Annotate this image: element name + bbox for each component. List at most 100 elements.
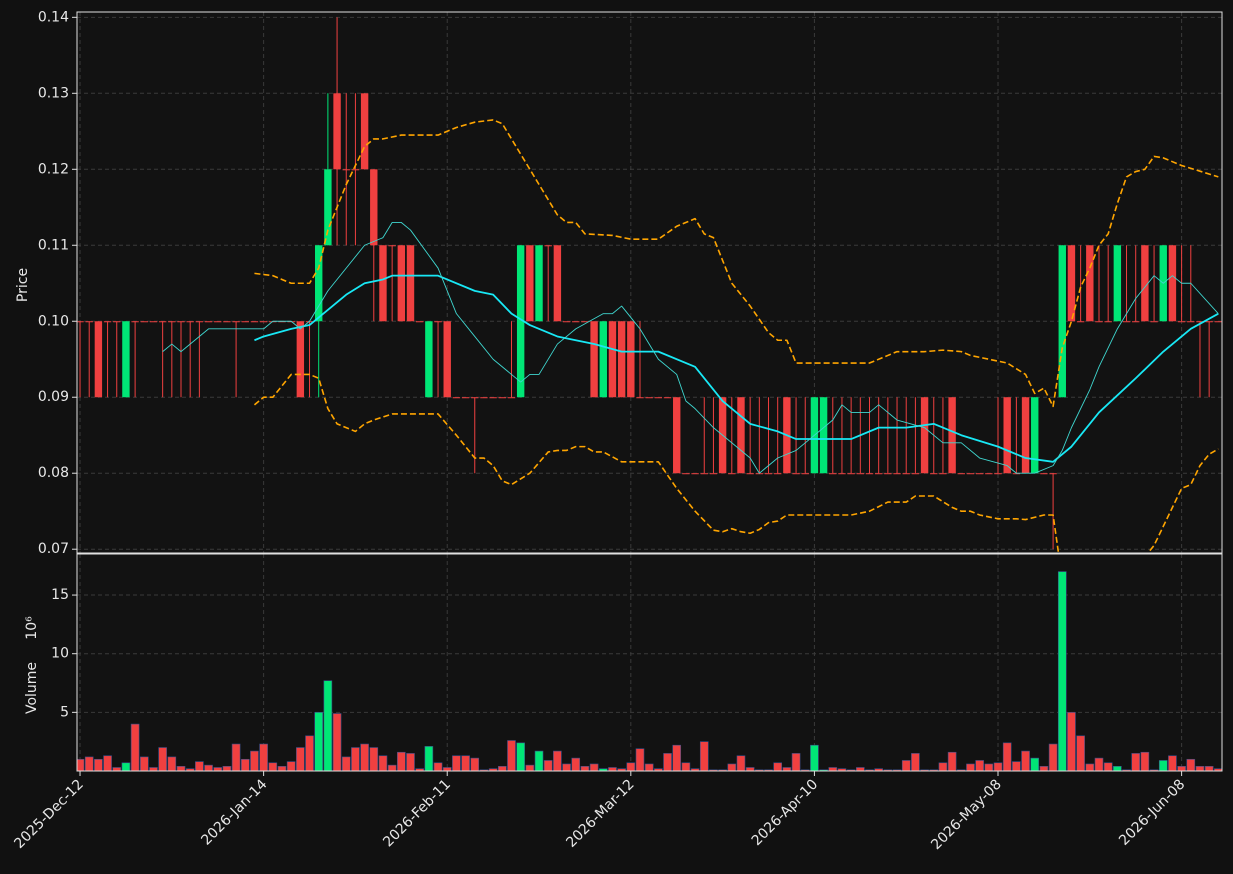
price-frame [76, 11, 1223, 554]
candle-body [590, 321, 598, 398]
volume-bar [296, 747, 305, 771]
candle-body [544, 245, 552, 247]
candle-body [443, 321, 451, 398]
candle-body [636, 397, 644, 399]
volume-bar [323, 680, 333, 771]
candle-body [103, 321, 112, 323]
candle-body [985, 473, 993, 475]
candle-body [838, 473, 846, 475]
candle-body [452, 397, 461, 399]
volume-axis-label: Volume [24, 662, 40, 714]
volume-bar [103, 755, 112, 771]
volume-bar [1076, 735, 1085, 771]
volume-bar [158, 747, 167, 771]
candle-body [214, 321, 222, 323]
candle-body [415, 321, 424, 323]
volume-bar [286, 761, 296, 771]
volume-bar [1002, 742, 1012, 771]
volume-bar [139, 756, 149, 771]
volume-bar [608, 767, 617, 771]
volume-bar [84, 756, 94, 771]
volume-bar [470, 757, 480, 771]
candle-body [195, 321, 204, 323]
candle-body [342, 169, 350, 171]
volume-bar [360, 743, 369, 771]
candle-body [874, 473, 883, 475]
volume-scale-label: 10⁶ [24, 616, 40, 640]
candle-body [617, 321, 626, 398]
volume-bar [1030, 757, 1040, 771]
volume-bar [121, 762, 131, 771]
volume-bar [589, 763, 599, 771]
volume-bar [1057, 571, 1067, 771]
volume-bar [195, 761, 204, 771]
candle-body [801, 473, 809, 475]
volume-bar [1186, 758, 1196, 771]
volume-bar [452, 755, 461, 771]
x-tick-label: 2026-Feb-11 [380, 777, 454, 851]
candle-body [1196, 321, 1204, 323]
volume-bar [112, 767, 122, 771]
volume-bar [222, 766, 232, 771]
candle-body [1168, 245, 1177, 322]
candle-body [682, 473, 690, 475]
volume-bar [727, 763, 737, 771]
volume-frame [76, 553, 1223, 772]
volume-bar [562, 763, 571, 771]
candle-body [939, 473, 947, 475]
volume-bar [461, 755, 470, 771]
volume-bar [1158, 760, 1168, 771]
candle-body [1214, 321, 1222, 323]
volume-bar [1177, 766, 1186, 771]
candle-body [333, 93, 341, 170]
candle-body [572, 321, 580, 323]
volume-bar [1085, 763, 1095, 771]
volume-bar [1131, 753, 1141, 771]
candle-body [498, 397, 507, 399]
y-tick-label: 5 [60, 704, 69, 720]
volume-bar [626, 762, 636, 771]
volume-bar [277, 766, 287, 771]
candle-body [296, 321, 305, 398]
candle-body [645, 397, 653, 399]
volume-bar [644, 763, 654, 771]
candle-body [388, 245, 396, 247]
volume-bar [810, 744, 819, 771]
candle-body [994, 473, 1002, 475]
volume-bar [1067, 712, 1076, 771]
volume-bar [341, 756, 351, 771]
volume-bar [543, 760, 553, 771]
volume-bar [635, 748, 645, 771]
candle-body [663, 397, 672, 399]
x-tick-label: 2025-Dec-12 [11, 777, 86, 852]
volume-bar [305, 735, 314, 771]
volume-bar [442, 767, 452, 771]
volume-bar [571, 757, 581, 771]
volume-bar [663, 753, 672, 771]
volume-bar [993, 762, 1003, 771]
volume-panel [77, 554, 1222, 771]
candle-body [1040, 473, 1048, 475]
x-tick-label: 2026-Apr-10 [749, 777, 822, 850]
volume-bar [268, 762, 278, 771]
volume-bar [1195, 766, 1205, 771]
candle-body [975, 473, 984, 475]
candle-body [1031, 397, 1039, 474]
candle-body [1122, 321, 1131, 323]
y-tick-label: 0.11 [38, 237, 69, 253]
candle-body [1049, 473, 1057, 475]
candle-body [599, 321, 607, 398]
volume-bar [378, 755, 388, 771]
volume-bar [406, 753, 415, 771]
y-tick-label: 0.10 [38, 313, 69, 329]
volume-bar [332, 713, 342, 771]
candle-body [1076, 321, 1085, 323]
candle-body [957, 473, 965, 475]
volume-bar [1012, 761, 1021, 771]
y-tick-label: 0.08 [38, 465, 69, 481]
candle-body [140, 321, 148, 323]
candle-body [122, 321, 130, 398]
volume-bar [947, 751, 957, 771]
candle-body [370, 169, 378, 246]
